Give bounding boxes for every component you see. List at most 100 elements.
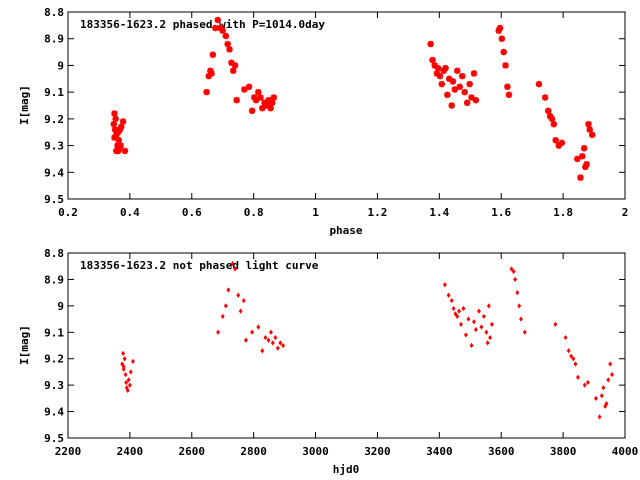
x-tick-label: 4000 <box>612 445 639 458</box>
data-point <box>548 115 556 123</box>
data-point <box>241 86 248 93</box>
data-point <box>545 107 552 115</box>
data-point <box>576 374 580 380</box>
data-point <box>209 51 217 58</box>
data-point <box>504 83 511 90</box>
data-point <box>463 99 471 107</box>
phased-light-curve-panel: 183356-1623.2 phased with P=1014.0day ph… <box>18 6 628 237</box>
data-points-group <box>110 16 596 181</box>
data-point <box>255 88 262 96</box>
data-point <box>515 290 520 296</box>
y-tick-label: 9.1 <box>44 86 64 99</box>
data-point <box>231 62 239 69</box>
data-point <box>552 137 559 144</box>
x-axis-label: phase <box>329 224 362 237</box>
chart-title: 183356-1623.2 phased with P=1014.0day <box>80 18 325 31</box>
data-point <box>266 337 271 343</box>
data-point <box>574 155 581 163</box>
data-point <box>486 303 491 309</box>
data-point <box>118 123 125 131</box>
data-point <box>243 337 248 343</box>
data-point <box>472 96 480 104</box>
data-point <box>476 308 481 314</box>
plot-frame <box>67 11 626 200</box>
data-point <box>479 324 484 330</box>
data-point <box>128 369 133 375</box>
unphased-light-curve-panel: 183356-1623.2 not phased light curve hjd… <box>18 247 638 476</box>
data-point <box>112 115 119 123</box>
data-point <box>275 345 280 351</box>
data-point <box>558 139 566 147</box>
x-tick-label: 2400 <box>117 445 144 458</box>
data-point <box>270 94 277 101</box>
data-point <box>123 371 128 378</box>
data-point <box>223 303 228 309</box>
data-point <box>278 340 283 346</box>
data-point <box>498 35 506 42</box>
data-point <box>119 118 127 125</box>
data-point <box>250 329 255 335</box>
data-point <box>273 334 278 341</box>
data-point <box>606 377 611 383</box>
data-point <box>597 414 602 420</box>
data-point <box>449 78 457 85</box>
data-point <box>121 350 126 357</box>
x-tick-label: 1.8 <box>553 206 573 219</box>
data-point <box>438 80 446 88</box>
data-point <box>224 40 231 48</box>
data-point <box>513 276 518 283</box>
data-point <box>110 121 117 128</box>
x-axis-label: hjd0 <box>333 463 360 476</box>
data-point <box>427 40 434 48</box>
data-point <box>448 102 455 109</box>
data-point <box>241 297 246 304</box>
y-tick-label: 9.3 <box>44 140 64 153</box>
data-point <box>608 361 613 367</box>
x-tick-label: 1 <box>312 206 319 219</box>
data-point <box>238 308 243 314</box>
x-tick-label: 3400 <box>426 445 453 458</box>
x-tick-label: 2800 <box>240 445 267 458</box>
data-point <box>230 67 237 74</box>
y-axis-label: I[mag] <box>18 325 31 365</box>
ticks-group: 0.2 0.4 0.6 0.8 1 1.2 1.4 1.6 1.8 2 8.8 8.9 9 9.1 9.2 9… <box>44 6 628 219</box>
data-point <box>245 83 253 90</box>
data-point <box>466 316 471 322</box>
y-tick-label: 9.1 <box>44 326 64 339</box>
y-tick-label: 9.4 <box>44 166 64 179</box>
data-point <box>121 366 126 372</box>
data-point <box>449 297 454 304</box>
data-point <box>489 321 494 327</box>
x-tick-label: 2600 <box>179 445 206 458</box>
data-point <box>484 329 489 335</box>
data-point <box>500 48 507 56</box>
data-point <box>505 91 513 99</box>
data-point <box>517 303 522 309</box>
data-point <box>473 327 478 333</box>
data-point <box>599 393 604 399</box>
data-point <box>582 382 587 388</box>
data-point <box>466 80 473 88</box>
data-point <box>131 358 135 364</box>
data-point <box>571 356 576 362</box>
data-point <box>481 313 486 320</box>
data-point <box>125 387 130 394</box>
data-point <box>451 86 459 93</box>
data-point <box>588 131 596 139</box>
y-tick-label: 8.8 <box>44 247 64 260</box>
data-point <box>509 266 514 272</box>
y-tick-label: 8.8 <box>44 6 64 19</box>
data-point <box>502 62 509 69</box>
x-tick-label: 3600 <box>488 445 515 458</box>
data-point <box>535 80 543 88</box>
data-point <box>451 305 456 312</box>
y-tick-label: 9.3 <box>44 379 64 392</box>
x-tick-label: 0.4 <box>120 206 140 219</box>
data-point <box>457 308 462 314</box>
data-point <box>444 91 451 99</box>
y-tick-label: 9.5 <box>44 193 64 206</box>
data-point <box>519 316 523 322</box>
data-points-group <box>120 260 614 420</box>
data-point <box>270 340 275 346</box>
data-point <box>281 342 286 349</box>
